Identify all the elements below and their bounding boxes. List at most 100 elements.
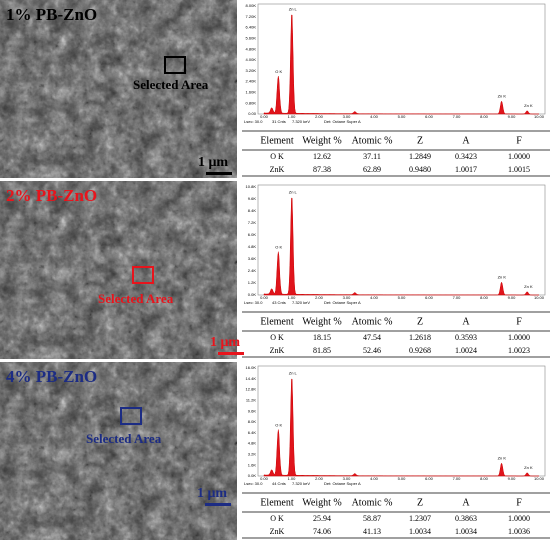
table-cell: 52.46	[363, 346, 381, 355]
spectrum-footer: Det: Octane Super A	[324, 119, 361, 124]
table-cell: ZnK	[270, 527, 285, 536]
panel-label: 2% PB-ZnO	[6, 186, 97, 205]
y-tick-label: 3.20K	[246, 68, 257, 73]
x-tick-label: 8.00	[480, 295, 489, 300]
spectrum-frame	[257, 365, 546, 477]
spectrum-frame	[257, 184, 546, 296]
x-tick-label: 9.00	[508, 114, 517, 119]
table-header: Weight %	[302, 497, 341, 508]
x-tick-label: 6.00	[425, 295, 434, 300]
spectrum-footer: 7.320 keV	[292, 481, 310, 486]
peak-label: Zn K	[524, 465, 533, 470]
scale-bar	[206, 172, 232, 175]
table-cell: 0.3863	[455, 514, 477, 523]
x-tick-label: 10.00	[534, 295, 545, 300]
table-cell: 1.2307	[409, 514, 431, 523]
table-header: Atomic %	[352, 316, 393, 327]
x-tick-label: 1.00	[288, 476, 297, 481]
table-header: Atomic %	[352, 135, 393, 146]
table-cell: 1.0034	[409, 527, 431, 536]
table-cell: 1.0023	[508, 346, 530, 355]
y-tick-label: 4.80K	[246, 46, 257, 51]
y-tick-label: 3.6K	[248, 256, 257, 261]
spectrum-footer: Det: Octane Super A	[324, 481, 361, 486]
y-tick-label: 0.00	[248, 111, 257, 116]
table-header: Z	[417, 497, 423, 508]
table-cell: 87.38	[313, 165, 331, 174]
table-cell: 0.9268	[409, 346, 431, 355]
x-tick-label: 6.00	[425, 476, 434, 481]
x-tick-label: 9.00	[508, 295, 517, 300]
spectrum-footer: 7.320 keV	[292, 119, 310, 124]
y-tick-label: 4.00K	[246, 57, 257, 62]
table-cell: 1.0000	[508, 152, 530, 161]
x-tick-label: 5.00	[398, 295, 407, 300]
table-cell: O K	[270, 152, 284, 161]
peak-label: Zn L	[289, 370, 298, 375]
x-tick-label: 10.00	[534, 114, 545, 119]
spectrum-footer: 43 Cnts	[272, 300, 286, 305]
table-cell: 58.87	[363, 514, 381, 523]
spectrum-footer: Lsec: 30.0	[244, 481, 263, 486]
sem-texture	[0, 0, 237, 178]
table-cell: 1.2849	[409, 152, 431, 161]
peak-label: O K	[275, 69, 282, 74]
table-cell: O K	[270, 333, 284, 342]
x-tick-label: 4.00	[370, 114, 379, 119]
table-cell: O K	[270, 514, 284, 523]
peak-label: Zn K	[498, 93, 507, 98]
y-tick-label: 2.40K	[246, 79, 257, 84]
x-tick-label: 4.00	[370, 476, 379, 481]
y-tick-label: 7.2K	[248, 220, 257, 225]
spectrum-frame	[257, 3, 546, 115]
x-tick-label: 1.00	[288, 295, 297, 300]
x-tick-label: 5.00	[398, 476, 407, 481]
table-cell: ZnK	[270, 346, 285, 355]
x-tick-label: 0.00	[260, 476, 269, 481]
y-tick-label: 7.20K	[246, 14, 257, 19]
scale-bar-label: 1 μm	[197, 486, 227, 501]
y-tick-label: 16.0K	[246, 365, 257, 370]
selected-box	[132, 266, 154, 284]
x-tick-label: 2.00	[315, 295, 324, 300]
peak-label: Zn L	[289, 189, 298, 194]
spectrum-trace	[263, 378, 539, 477]
table-header: F	[516, 497, 522, 508]
peak-label: Zn L	[289, 6, 298, 11]
table-cell: 1.0034	[455, 527, 477, 536]
y-tick-label: 1.6K	[248, 462, 257, 467]
scale-bar-label: 1 μm	[198, 155, 228, 170]
x-tick-label: 0.00	[260, 295, 269, 300]
x-tick-label: 7.00	[453, 114, 462, 119]
table-header: Element	[260, 316, 294, 327]
table-cell: 81.85	[313, 346, 331, 355]
selected-area-label: Selected Area	[86, 431, 162, 446]
spectrum-footer: Det: Octane Super A	[324, 300, 361, 305]
panel: 1% PB-ZnO Selected Area 1 μm 8.00K 7.20K 6.40…	[0, 0, 550, 178]
table-header: Weight %	[302, 316, 341, 327]
panel-label: 1% PB-ZnO	[6, 5, 97, 24]
sem-texture	[0, 181, 237, 359]
y-tick-label: 6.40K	[246, 25, 257, 30]
panel-label: 4% PB-ZnO	[6, 367, 97, 386]
table-cell: 47.54	[363, 333, 381, 342]
y-tick-label: 6.0K	[248, 232, 257, 237]
y-tick-label: 11.2K	[246, 397, 256, 402]
scale-bar-label: 1 μm	[210, 335, 240, 350]
sem-texture	[0, 362, 237, 540]
x-tick-label: 0.00	[260, 114, 269, 119]
table-header: Atomic %	[352, 497, 393, 508]
x-tick-label: 7.00	[453, 295, 462, 300]
spectrum-footer: Lsec: 30.0	[244, 300, 263, 305]
table-cell: 37.11	[363, 152, 381, 161]
spectrum-trace	[263, 197, 539, 296]
y-tick-label: 10.8K	[246, 184, 257, 189]
table-cell: ZnK	[270, 165, 285, 174]
spectrum-trace	[263, 14, 539, 115]
x-tick-label: 9.00	[508, 476, 517, 481]
peak-label: Zn K	[524, 103, 533, 108]
x-tick-label: 7.00	[453, 476, 462, 481]
table-cell: 1.0000	[508, 514, 530, 523]
table-header: F	[516, 316, 522, 327]
x-tick-label: 8.00	[480, 476, 489, 481]
